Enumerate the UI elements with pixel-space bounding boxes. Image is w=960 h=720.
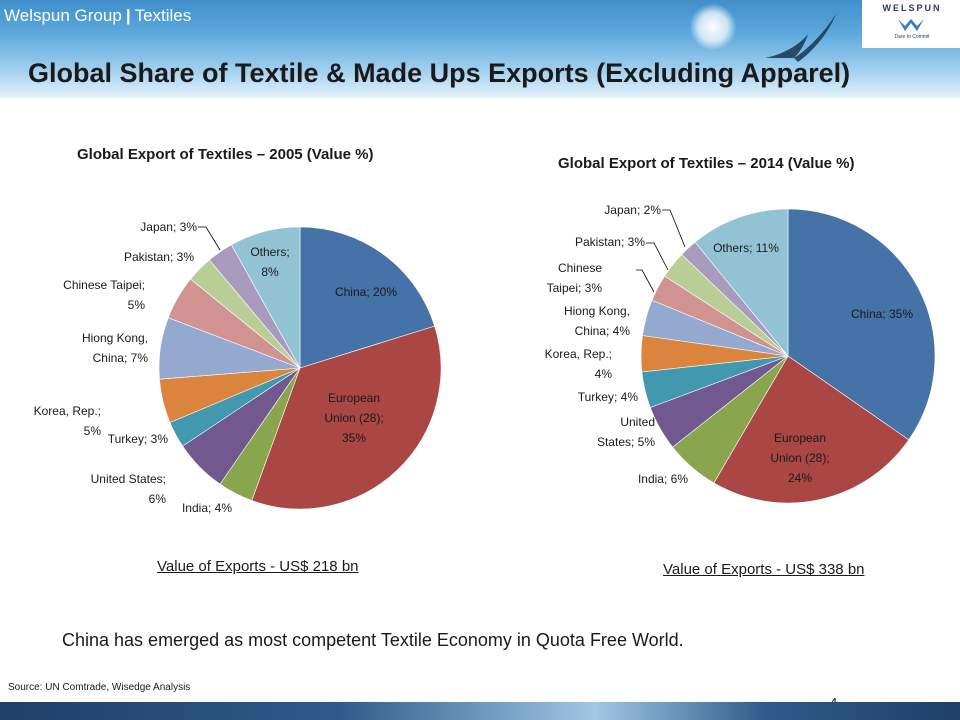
- logo-tagline: Dare to Commit: [894, 34, 930, 40]
- pie-slice-2014-china: [787, 208, 936, 441]
- data-label-2005-india: India; 4%: [182, 501, 232, 515]
- data-label-2014-others: Others; 11%: [713, 241, 779, 255]
- data-label-2005-chinese-taipei: Chinese Taipei; 5%: [63, 278, 145, 312]
- slide-header: Welspun Group | Textiles Global Share of T…: [0, 0, 960, 98]
- welspun-logo: WELSPUN Dare to Commit: [862, 0, 960, 48]
- seagull-icon: [765, 14, 836, 62]
- company-name: Welspun Group: [4, 6, 122, 25]
- brand-separator: |: [125, 6, 131, 25]
- section-name: Textiles: [134, 6, 192, 25]
- data-label-2014-european-union-28: European Union (28); 24%: [770, 431, 829, 485]
- chart-title-2014: Global Export of Textiles – 2014 (Value …: [558, 155, 855, 172]
- data-label-2005-hiong-kong-china: Hiong Kong, China; 7%: [82, 331, 148, 365]
- data-label-2005-turkey: Turkey; 3%: [108, 432, 169, 446]
- leader-line-2014-pakistan: [646, 242, 669, 271]
- data-label-2014-china: China; 35%: [851, 307, 913, 321]
- header-sun-decoration: [690, 4, 736, 50]
- data-label-2014-turkey: Turkey; 4%: [578, 390, 639, 404]
- data-label-2005-china: China; 20%: [335, 285, 397, 299]
- conclusion-text: China has emerged as most competent Text…: [62, 630, 684, 650]
- logo-wing-icon: [898, 19, 924, 31]
- data-label-2014-chinese-taipei: Chinese Taipei; 3%: [547, 261, 603, 295]
- pie-slice-2014-others: [694, 208, 789, 357]
- data-label-2005-others: Others; 8%: [250, 245, 289, 279]
- data-label-2014-korea-rep: Korea, Rep.; 4%: [545, 347, 613, 381]
- data-label-2014-india: India; 6%: [638, 472, 688, 486]
- pie-slice-2005-european-union-28: [251, 325, 442, 510]
- chart-title-2005: Global Export of Textiles – 2005 (Value …: [77, 146, 374, 163]
- leader-line-2014-japan: [662, 209, 686, 248]
- page-title: Global Share of Textile & Made Ups Expor…: [28, 58, 851, 88]
- export-value-2014: Value of Exports - US$ 338 bn: [663, 561, 865, 578]
- logo-wordmark: WELSPUN: [882, 3, 942, 13]
- footer-bar: [0, 702, 960, 720]
- leader-line-2014-chinese-taipei: [636, 269, 655, 293]
- source-note: Source: UN Comtrade, Wisedge Analysis: [8, 682, 191, 693]
- data-label-2014-japan: Japan; 2%: [604, 203, 661, 217]
- pie-slice-2005-china: [299, 226, 436, 369]
- pie-slice-2005-others: [231, 226, 301, 370]
- data-label-2005-korea-rep: Korea, Rep.; 5%: [34, 404, 102, 438]
- data-label-2005-japan: Japan; 3%: [140, 220, 197, 234]
- data-label-2014-pakistan: Pakistan; 3%: [575, 235, 645, 249]
- pie-slice-2014-european-union-28: [713, 355, 910, 504]
- brand-line: Welspun Group | Textiles: [4, 6, 191, 26]
- data-label-2005-pakistan: Pakistan; 3%: [124, 250, 194, 264]
- data-label-2005-european-union-28: European Union (28); 35%: [324, 391, 383, 445]
- export-value-2005: Value of Exports - US$ 218 bn: [157, 558, 359, 575]
- data-label-2005-united-states: United States; 6%: [91, 472, 167, 506]
- data-label-2014-hiong-kong-china: Hiong Kong, China; 4%: [564, 304, 630, 338]
- data-label-2014-united-states: United States; 5%: [597, 415, 655, 449]
- leader-line-2005-japan: [198, 226, 221, 251]
